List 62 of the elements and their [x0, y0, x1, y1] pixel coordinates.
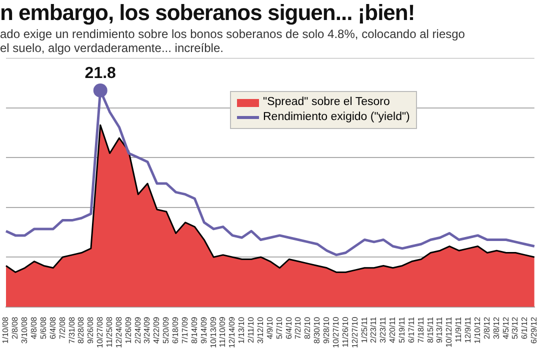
x-tick-label: 4/5/12: [501, 316, 510, 340]
x-tick-label: 10/12/11: [444, 316, 454, 348]
x-tick-label: 1/13/10: [237, 316, 246, 344]
x-tick-label: 8/28/08: [76, 316, 86, 344]
x-tick-label: 9/13/11: [435, 316, 444, 343]
x-tick-label: 8/14/09: [190, 316, 199, 344]
x-tick-label: 7/18/11: [416, 316, 426, 343]
x-tick-label: 2/8/08: [10, 316, 20, 340]
x-tick-label: 11/26/10: [340, 316, 350, 348]
x-tick-label: 9/26/08: [86, 316, 96, 344]
x-tick-label: 5/6/08: [38, 316, 48, 340]
x-tick-label: 7/17/09: [180, 316, 190, 344]
x-tick-label: 7/31/08: [67, 316, 76, 344]
x-tick-label: 2/8/12: [482, 316, 492, 340]
x-tick-label: 5/3/12: [510, 316, 520, 340]
x-tick-label: 1/25/11: [360, 316, 369, 343]
x-tick-label: 3/23/11: [378, 316, 388, 343]
x-tick-label: 5/7/10: [274, 316, 284, 340]
x-tick-label: 7/2/10: [294, 316, 303, 340]
x-tick-label: 2/24/09: [133, 316, 142, 344]
x-tick-label: 5/19/11: [398, 316, 407, 343]
x-tick-label: 12/27/10: [350, 316, 360, 348]
x-tick-label: 4/20/11: [388, 316, 398, 343]
x-tick-label: 8/2/10: [303, 316, 312, 340]
x-tick-label: 10/27/08: [96, 316, 105, 348]
x-tick-label: 12/14/09: [228, 316, 237, 348]
x-tick-label: 11/10/09: [218, 316, 228, 348]
x-tick-label: 6/1/12: [520, 316, 530, 340]
legend-label: "Spread" sobre el Tesoro: [263, 95, 390, 110]
chart-subtitle: ado exige un rendimiento sobre los bonos soberanos de solo 4.8%, colocando al riesgo el suelo, algo verdaderamente... increíble.: [0, 27, 465, 55]
x-tick-label: 4/9/10: [265, 316, 274, 340]
x-tick-label: 6/4/10: [284, 316, 294, 340]
x-tick-label: 8/15/11: [426, 316, 435, 343]
x-tick-label: 9/28/10: [322, 316, 332, 344]
annotation: 21.8: [84, 64, 116, 82]
legend-label: Rendimiento exigido ("yield"): [263, 110, 410, 125]
x-tick-label: 4/8/08: [30, 316, 39, 340]
x-tick-label: 6/18/09: [171, 316, 180, 344]
x-tick-label: 11/25/08: [104, 316, 114, 348]
x-tick-label: 12/24/08: [114, 316, 124, 348]
x-tick-label: 10/13/09: [208, 316, 218, 348]
x-tick-label: 2/11/10: [246, 316, 256, 343]
x-tick-label: 10/27/10: [331, 316, 340, 348]
x-tick-label: 1/10/08: [1, 316, 10, 344]
x-tick-label: 3/10/08: [20, 316, 30, 344]
x-tick-label: 4/22/09: [152, 316, 162, 344]
x-tick-label: 3/8/12: [492, 316, 501, 340]
x-tick-label: 1/10/12: [472, 316, 482, 344]
x-tick-label: 3/24/09: [142, 316, 152, 344]
x-tick-label: 6/29/12: [530, 316, 539, 344]
x-tick-label: 3/12/10: [256, 316, 265, 344]
x-tick-label: 2/23/11: [369, 316, 378, 343]
x-tick-label: 9/14/09: [199, 316, 208, 344]
x-tick-label: 6/17/11: [406, 316, 416, 343]
x-tick-label: 7/2/08: [58, 316, 67, 340]
x-tick-label: 8/30/10: [312, 316, 322, 344]
x-tick-label: 6/4/08: [48, 316, 58, 340]
x-tick-label: 11/9/11: [454, 316, 464, 342]
x-tick-label: 5/20/09: [162, 316, 171, 344]
x-tick-label: 12/9/11: [464, 316, 473, 343]
chart-title: n embargo, los soberanos siguen... ¡bien!: [0, 0, 415, 26]
x-tick-label: 1/26/09: [124, 316, 133, 344]
